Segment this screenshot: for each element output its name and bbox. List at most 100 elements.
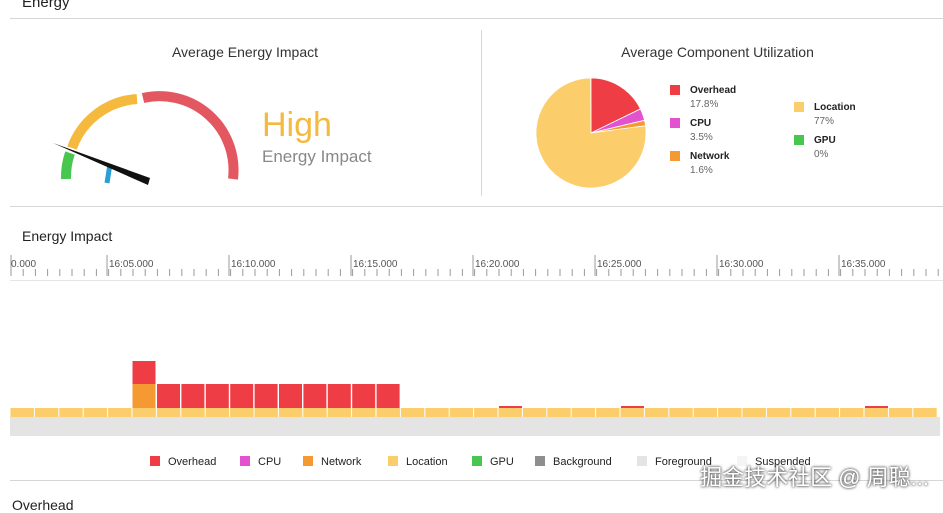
location-bar — [205, 408, 230, 417]
overhead-bar — [205, 384, 229, 408]
location-bar — [693, 408, 718, 417]
location-bar — [254, 408, 278, 417]
location-bar — [766, 408, 791, 417]
pie-legend-cpu-name: CPU — [690, 118, 712, 129]
tick-label: 16:35.000 — [841, 259, 886, 270]
pie-slice-overhead — [590, 77, 642, 134]
pie-legend-network-value: 1.6% — [690, 165, 713, 176]
pie-legend-cpu-value: 3.5% — [690, 132, 713, 143]
overhead-bar — [132, 361, 156, 384]
location-bar — [400, 408, 425, 417]
legend-cpu: CPU — [240, 456, 281, 468]
tick-label: 16:30.000 — [719, 259, 764, 270]
pie-legend-cpu: CPU 3.5% — [670, 118, 713, 143]
pie-legend-location-value: 77% — [814, 116, 835, 127]
location-bar — [742, 408, 766, 417]
timeline-title: Energy Impact — [22, 228, 113, 244]
legend-gpu-label: GPU — [490, 456, 514, 468]
tick-label: 0.000 — [11, 259, 37, 270]
location-bar — [352, 408, 376, 417]
location-bar — [840, 408, 864, 417]
timeline-ruler — [10, 255, 939, 276]
pie-legend-overhead-name: Overhead — [690, 85, 737, 96]
overhead-bar — [181, 384, 205, 408]
legend-background: Background — [535, 456, 612, 468]
legend-foreground-swatch — [637, 456, 647, 466]
cpu-swatch — [670, 118, 680, 128]
location-swatch — [794, 102, 804, 112]
overhead-bar — [376, 384, 400, 408]
top-divider — [10, 18, 943, 19]
location-bar — [108, 408, 132, 417]
overhead-swatch — [670, 85, 680, 95]
location-bar — [498, 408, 522, 417]
location-bar — [669, 408, 693, 417]
foreground-band — [10, 417, 940, 436]
legend-background-swatch — [535, 456, 545, 466]
legend-cpu-swatch — [240, 456, 250, 466]
tick-label: 16:10.000 — [231, 259, 276, 270]
location-bar — [132, 408, 156, 417]
location-bar — [913, 408, 937, 417]
location-bar — [522, 408, 547, 417]
component-utilization-title: Average Component Utilization — [621, 44, 814, 60]
legend-foreground: Foreground — [637, 456, 712, 468]
tick-label: 16:25.000 — [597, 259, 642, 270]
overhead-bar — [327, 384, 351, 408]
location-bar — [718, 408, 742, 417]
overhead-marker — [865, 406, 888, 408]
legend-suspended-swatch — [737, 456, 747, 466]
location-bar — [230, 408, 254, 417]
location-bar — [83, 408, 108, 417]
overhead-bar — [303, 384, 327, 408]
legend-cpu-label: CPU — [258, 456, 282, 468]
legend-location: Location — [388, 456, 448, 468]
overhead-bar — [230, 384, 254, 408]
legend-network: Network — [303, 456, 361, 468]
location-bar — [888, 408, 913, 417]
pie-slice-location — [535, 77, 647, 189]
overhead-bar — [157, 384, 180, 408]
legend-gpu-swatch — [472, 456, 482, 466]
location-bar — [303, 408, 327, 417]
bottom-divider — [10, 480, 943, 481]
location-bar — [620, 408, 644, 417]
location-bar — [181, 408, 205, 417]
legend-background-label: Background — [553, 456, 612, 468]
section-title: Energy — [22, 0, 70, 11]
pie-legend-location: Location 77% — [794, 102, 856, 127]
watermark: 掘金技术社区 @ 周聪... — [700, 465, 929, 490]
location-bar — [571, 408, 596, 417]
pie-legend-location-name: Location — [814, 102, 856, 113]
pie-legend-overhead: Overhead 17.8% — [670, 85, 736, 110]
location-bar — [327, 408, 352, 417]
legend-network-label: Network — [321, 456, 362, 468]
overhead-marker — [499, 406, 522, 408]
pie-legend-gpu-name: GPU — [814, 135, 836, 146]
location-bar — [815, 408, 840, 417]
location-bar — [59, 408, 83, 417]
location-bar — [278, 408, 303, 417]
tick-label: 16:20.000 — [475, 259, 520, 270]
legend-network-swatch — [303, 456, 313, 466]
energy-impact-track[interactable] — [0, 350, 943, 440]
location-bar — [864, 408, 888, 417]
location-bar — [791, 408, 815, 417]
legend-location-swatch — [388, 456, 398, 466]
pie-legend-network: Network 1.6% — [670, 151, 729, 176]
location-bar — [449, 408, 474, 417]
track-top-line — [10, 280, 943, 281]
location-bar — [474, 408, 498, 417]
legend-suspended: Suspended — [737, 456, 811, 468]
network-bar — [132, 384, 156, 408]
location-bar — [10, 408, 34, 417]
overhead-bar — [352, 384, 376, 408]
legend-gpu: GPU — [472, 456, 514, 468]
legend-suspended-label: Suspended — [755, 456, 811, 468]
energy-level-text: High — [262, 106, 332, 144]
next-section-title: Overhead — [12, 497, 74, 513]
legend-overhead-swatch — [150, 456, 160, 466]
location-bar — [596, 408, 620, 417]
component-pie-chart — [535, 77, 647, 189]
overhead-bar — [279, 384, 302, 408]
